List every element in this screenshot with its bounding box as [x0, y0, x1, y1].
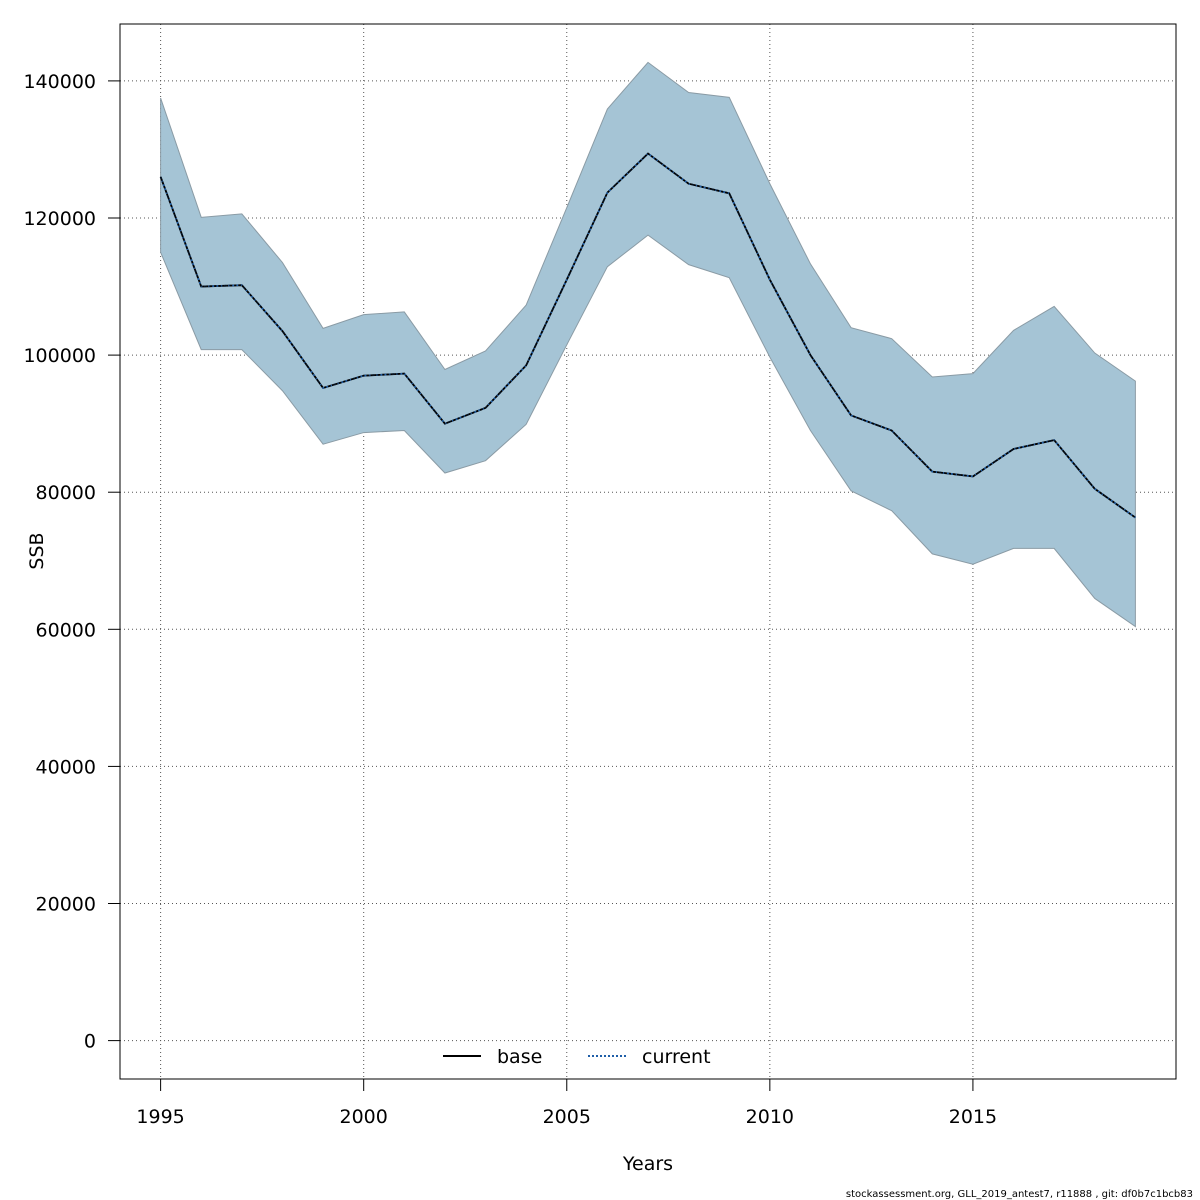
confidence-band-layer — [160, 61, 1136, 628]
y-tick-label: 20000 — [36, 894, 96, 916]
y-tick-label: 80000 — [36, 482, 96, 504]
legend: base current — [443, 1046, 711, 1068]
confidence-band — [160, 61, 1136, 628]
legend-label-current: current — [642, 1046, 711, 1068]
x-tick-label: 2015 — [949, 1106, 997, 1128]
y-tick-label: 100000 — [23, 345, 96, 367]
y-tick-label: 120000 — [23, 208, 96, 230]
series-layer — [159, 152, 1136, 519]
y-tick-label: 40000 — [36, 756, 96, 778]
x-tick-label: 2005 — [543, 1106, 591, 1128]
y-tick-label: 140000 — [23, 71, 96, 93]
x-axis-title: Years — [622, 1153, 673, 1175]
grid-lines — [120, 24, 1176, 1079]
legend-label-base: base — [497, 1046, 542, 1068]
x-axis: 1995 2000 2005 2010 2015 — [136, 1078, 997, 1128]
series-line-current-overlay — [159, 152, 1136, 519]
y-axis-title: SSB — [26, 532, 48, 569]
y-tick-label: 60000 — [36, 619, 96, 641]
y-axis: 0 20000 40000 60000 80000 100000 120000 140000 — [23, 71, 120, 1053]
x-tick-label: 2000 — [340, 1106, 388, 1128]
x-tick-label: 1995 — [136, 1106, 184, 1128]
x-tick-label: 2010 — [746, 1106, 794, 1128]
footer-caption: stockassessment.org, GLL_2019_antest7, r… — [846, 1189, 1193, 1200]
y-tick-label: 0 — [84, 1031, 96, 1053]
